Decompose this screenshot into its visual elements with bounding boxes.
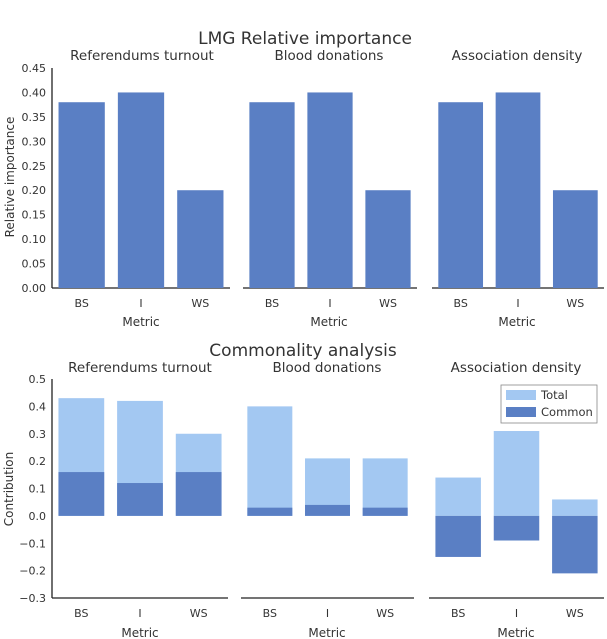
bar [438,102,484,288]
x-tick-label: WS [566,607,584,620]
bar [495,92,541,288]
bar-common [552,515,598,574]
x-tick-label: I [138,607,141,620]
x-tick-label: BS [74,297,88,310]
bar [365,190,411,288]
x-tick-label: BS [453,297,467,310]
y-tick-label: −0.1 [19,537,46,550]
x-tick-label: BS [74,607,88,620]
x-tick-label: WS [191,297,209,310]
lmg-suptitle: LMG Relative importance [198,29,412,49]
y-tick-label: 0.35 [22,111,47,124]
lmg-x-axis-label-association: Metric [498,315,535,329]
ca-y-axis-label: Contribution [2,452,16,527]
x-tick-label: BS [265,297,279,310]
x-tick-label: BS [263,607,277,620]
bar-common [117,483,163,516]
bar [177,190,224,288]
x-tick-label: I [139,297,142,310]
y-tick-label: 0.45 [22,62,47,75]
legend-swatch-total [506,390,536,400]
x-tick-label: WS [376,607,394,620]
lmg-panel-title-referendums: Referendums turnout [70,48,214,64]
x-tick-label: I [515,607,518,620]
bar-total [552,499,598,516]
y-tick-label: −0.3 [19,592,46,605]
lmg-y-axis-label: Relative importance [3,117,17,238]
bar [307,92,353,288]
y-tick-label: 0.15 [22,209,47,222]
bar-common [305,504,350,516]
bar [58,102,105,288]
legend: Total Common [500,384,598,424]
y-tick-label: 0.25 [22,160,47,173]
y-tick-label: 0.1 [29,483,47,496]
y-tick-label: 0.20 [22,184,47,197]
bar-common [435,515,481,557]
y-tick-label: 0.2 [29,455,47,468]
ca-panel-title-association: Association density [451,360,582,376]
bar-common [247,507,293,516]
legend-entry-common: Common [541,405,593,419]
y-tick-label: 0.0 [29,510,47,523]
x-tick-label: I [516,297,519,310]
y-tick-label: 0.05 [22,258,47,271]
x-tick-label: BS [451,607,465,620]
y-tick-label: 0.4 [29,400,47,413]
bar-total [435,477,481,516]
bar-total [247,406,293,516]
lmg-x-axis-label-referendums: Metric [122,315,159,329]
x-tick-label: I [328,297,331,310]
y-tick-label: 0.00 [22,282,47,295]
x-tick-label: I [326,607,329,620]
ca-x-axis-label-blood: Metric [308,626,345,639]
y-tick-label: 0.40 [22,86,47,99]
x-tick-label: WS [379,297,397,310]
commonality-suptitle: Commonality analysis [209,341,397,361]
bar-common [493,515,540,541]
bar-total [493,431,540,516]
y-tick-label: 0.10 [22,233,47,246]
ca-x-axis-label-association: Metric [497,626,534,639]
bar [117,92,165,288]
ca-x-axis-label-referendums: Metric [121,626,158,639]
bar [552,190,598,288]
bar-common [58,472,105,516]
y-tick-label: 0.30 [22,135,47,148]
legend-swatch-common [506,407,536,417]
ca-panel-title-blood: Blood donations [273,360,382,376]
x-tick-label: WS [566,297,584,310]
y-tick-label: 0.5 [29,373,47,386]
legend-entry-total: Total [540,388,568,402]
bar-total [362,458,408,516]
bar-common [175,472,222,516]
bar [249,102,295,288]
y-tick-label: −0.2 [19,565,46,578]
lmg-panel-title-blood: Blood donations [275,48,384,64]
x-tick-label: WS [190,607,208,620]
bar-common [362,507,408,516]
y-tick-label: 0.3 [29,428,47,441]
ca-panel-title-referendums: Referendums turnout [68,360,212,376]
lmg-x-axis-label-blood: Metric [310,315,347,329]
lmg-panel-title-association: Association density [452,48,583,64]
